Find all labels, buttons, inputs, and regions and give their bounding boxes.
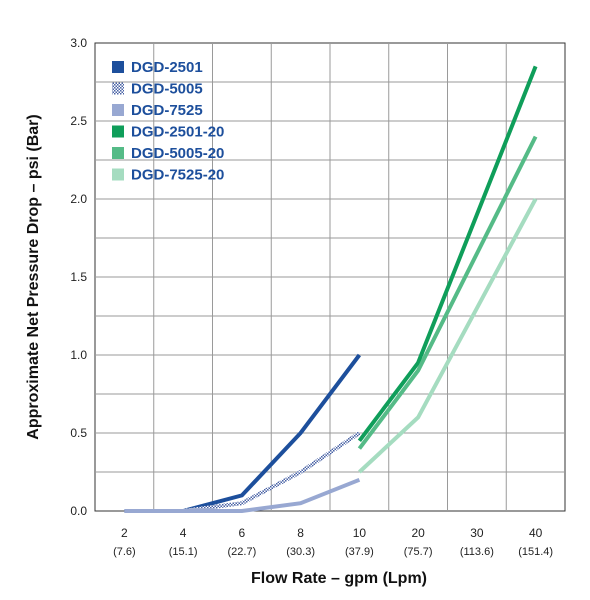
x-tick-sublabel: (30.3) <box>286 546 315 558</box>
x-tick-sublabel: (7.6) <box>113 546 136 558</box>
series-line-dgd-7525 <box>124 477 361 513</box>
x-tick-label: 20 <box>411 526 425 540</box>
series-line-dgd-2501-20 <box>357 65 538 443</box>
y-tick-label: 2.0 <box>70 192 87 206</box>
x-axis-ticks: 2 (7.6) 4 (15.1) 6 (22.7) 8 (30.3) 10 (37.9) 20 (75… <box>113 526 553 558</box>
x-tick-label: 2 <box>121 526 128 540</box>
legend-swatch <box>112 168 124 181</box>
x-tick-sublabel: (151.4) <box>518 546 553 558</box>
legend-swatch <box>112 82 124 95</box>
x-tick-label: 30 <box>470 526 484 540</box>
legend-label: DGD-5005-20 <box>131 145 224 162</box>
legend-label: DGD-2501-20 <box>131 124 224 141</box>
legend-label: DGD-7525 <box>131 102 203 119</box>
series-line-dgd-7525-20 <box>358 198 538 474</box>
legend-label: DGD-5005 <box>131 81 203 98</box>
series-lines <box>124 65 538 513</box>
legend-swatch <box>112 61 124 73</box>
x-tick-label: 8 <box>297 526 304 540</box>
x-tick-sublabel: (113.6) <box>460 546 494 558</box>
x-tick-sublabel: (22.7) <box>228 546 257 558</box>
x-tick-sublabel: (15.1) <box>169 546 198 558</box>
x-tick-label: 10 <box>353 526 367 540</box>
legend-swatch <box>112 104 124 116</box>
x-tick-label: 4 <box>180 526 187 540</box>
y-tick-label: 3.0 <box>70 36 87 50</box>
legend: DGD-2501 DGD-5005 DGD-7525 DGD-2501-20 DGD-5… <box>112 59 224 184</box>
legend-swatch <box>112 147 124 159</box>
y-axis-ticks: 0.0 0.5 1.0 1.5 2.0 2.5 3.0 <box>70 36 87 518</box>
y-tick-label: 1.0 <box>70 348 87 362</box>
y-axis-title: Approximate Net Pressure Drop – psi (Bar… <box>25 114 42 439</box>
x-tick-sublabel: (37.9) <box>345 546 374 558</box>
legend-swatch <box>112 125 124 138</box>
grid <box>94 42 566 512</box>
x-tick-label: 6 <box>239 526 246 540</box>
series-line-dgd-5005-20 <box>357 135 538 450</box>
y-tick-label: 0.0 <box>70 504 87 518</box>
y-tick-label: 1.5 <box>70 270 87 284</box>
x-tick-label: 40 <box>529 526 543 540</box>
y-tick-label: 2.5 <box>70 114 87 128</box>
legend-label: DGD-7525-20 <box>131 167 224 184</box>
x-axis-title: Flow Rate – gpm (Lpm) <box>251 570 427 587</box>
y-tick-label: 0.5 <box>70 426 87 440</box>
x-tick-sublabel: (75.7) <box>404 546 433 558</box>
legend-label: DGD-2501 <box>131 59 203 76</box>
